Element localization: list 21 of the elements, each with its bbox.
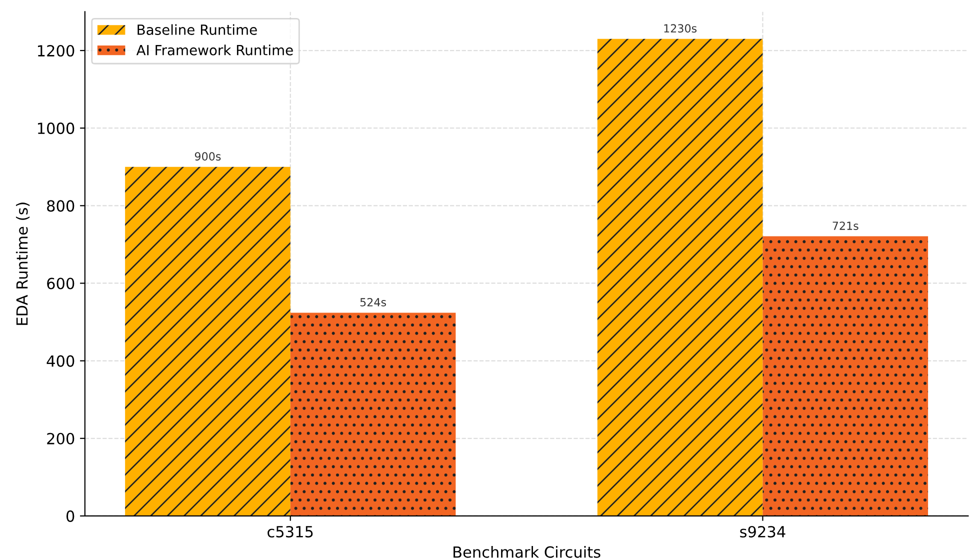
- data-label: 524s: [360, 298, 386, 306]
- data-label: 1230s: [664, 24, 697, 33]
- y-tick-label: 1200: [38, 44, 74, 57]
- bar: [762, 236, 928, 516]
- x-tick-label: c5315: [268, 526, 313, 538]
- y-tick-label: 1000: [38, 122, 74, 134]
- bar: [125, 166, 290, 516]
- y-tick-label: 400: [46, 355, 74, 367]
- y-tick-label: 600: [47, 278, 74, 290]
- y-axis-title: EDA Runtime (s): [16, 202, 30, 325]
- y-tick-label: 800: [47, 200, 74, 212]
- bar: [290, 312, 456, 516]
- legend-label: Baseline Runtime: [138, 24, 257, 35]
- y-tick-label: 200: [47, 432, 74, 444]
- data-label: 900s: [194, 152, 221, 161]
- bar: [597, 38, 763, 516]
- legend-label: AI Framework Runtime: [136, 44, 293, 56]
- x-tick-label: s9234: [740, 526, 786, 538]
- data-label: 721s: [832, 222, 858, 230]
- x-axis-title: Benchmark Circuits: [454, 546, 600, 558]
- y-tick-label: 0: [66, 510, 74, 522]
